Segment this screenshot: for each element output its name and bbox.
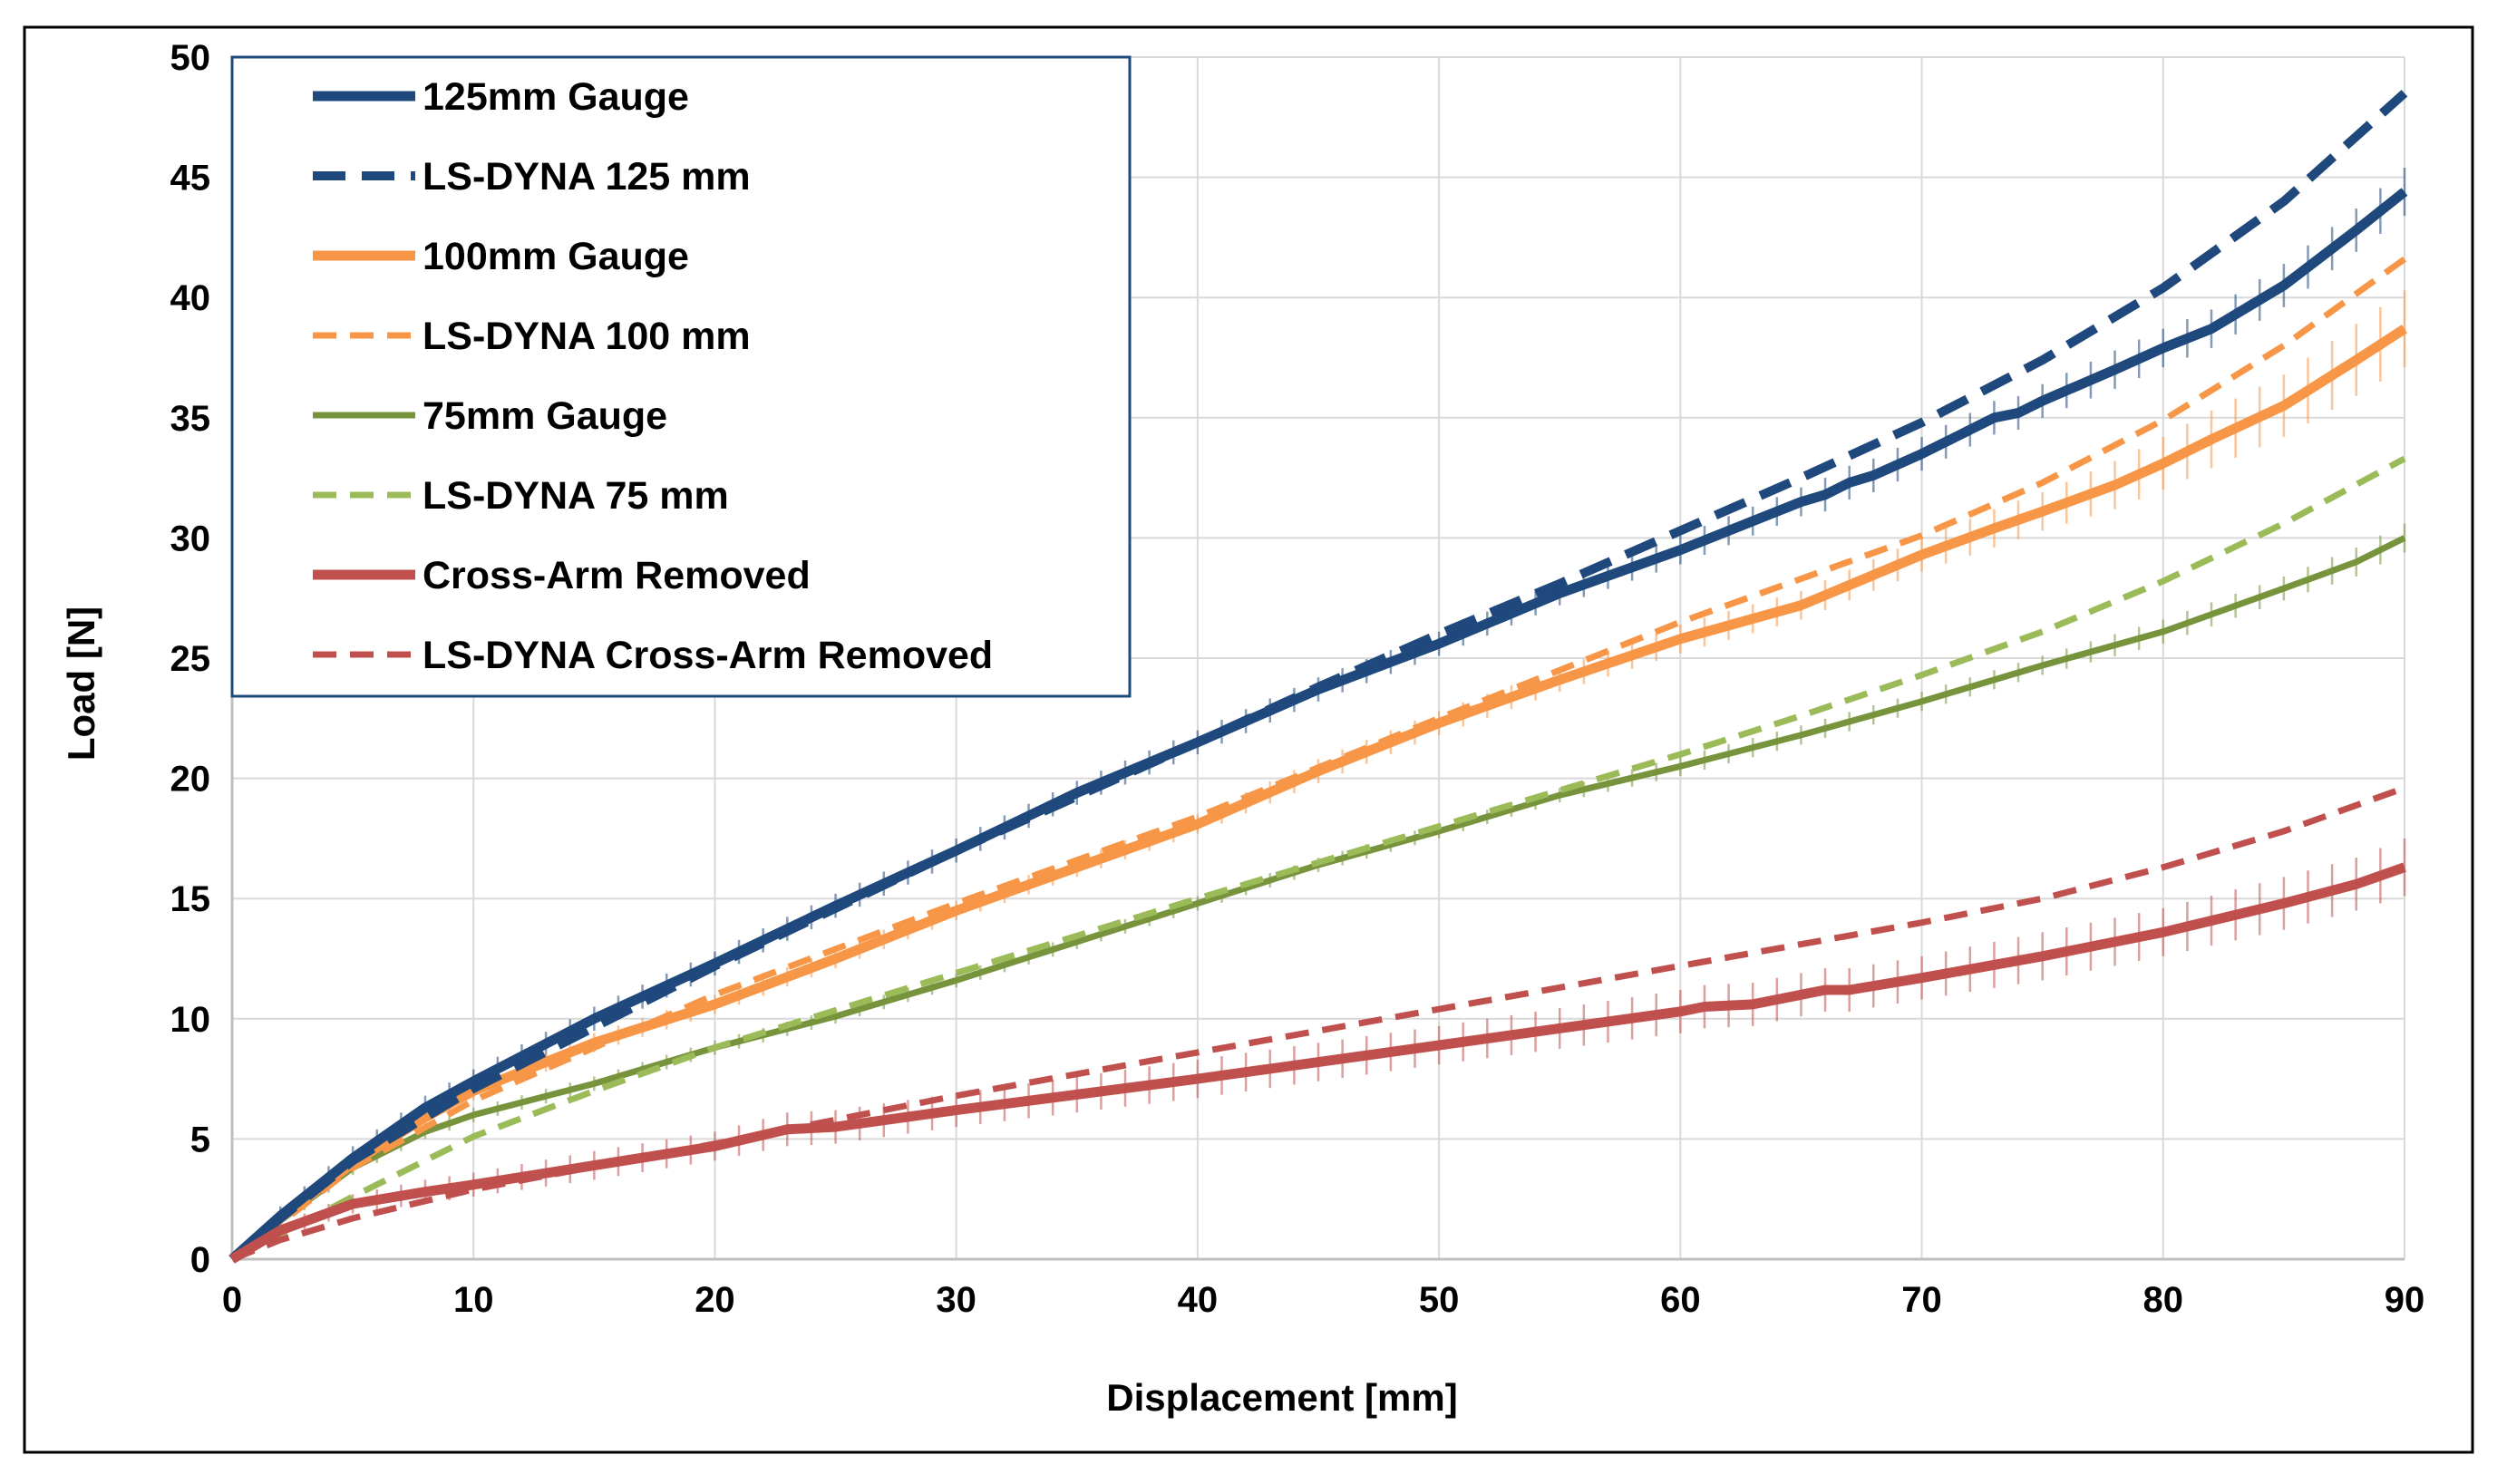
legend-label: LS-DYNA 125 mm [423,155,751,199]
x-axis-title: Displacement [mm] [1106,1376,1457,1419]
x-tick-label: 60 [1660,1280,1701,1320]
y-tick-label: 10 [170,1000,211,1040]
x-axis-ticks: 0 10 20 30 40 50 60 70 80 90 [222,1280,2424,1320]
y-axis-title: Load [N] [60,606,102,761]
series-line-6 [230,455,2406,1263]
x-tick-label: 40 [1178,1280,1219,1320]
y-tick-label: 15 [170,879,211,919]
series-line-2 [228,90,2408,1263]
legend-box [230,55,1132,698]
y-tick-label: 45 [170,159,211,199]
series-lines [228,90,2408,1264]
x-tick-label: 90 [2385,1280,2425,1320]
y-tick-label: 30 [170,519,211,558]
y-axis-ticks: 0 5 10 15 20 25 30 35 40 45 50 [170,38,211,1280]
y-tick-label: 35 [170,399,211,439]
y-tick-label: 25 [170,639,211,679]
y-tick-label: 0 [190,1240,210,1280]
y-tick-label: 40 [170,278,211,318]
y-tick-label: 50 [170,38,211,78]
series-line-5 [229,535,2406,1262]
y-tick-label: 5 [190,1120,210,1159]
legend-label: LS-DYNA 100 mm [423,315,751,358]
legend-label: LS-DYNA 75 mm [423,474,729,518]
legend-label: LS-DYNA Cross-Arm Removed [423,634,993,677]
y-tick-label: 20 [170,760,211,800]
x-tick-label: 0 [222,1280,242,1320]
x-tick-label: 20 [695,1280,735,1320]
series-line-7 [229,862,2406,1264]
x-tick-label: 50 [1419,1280,1460,1320]
legend-label: 100mm Gauge [423,235,689,278]
legend: 125mm Gauge LS-DYNA 125 mm 100mm Gauge LS-D… [230,55,1132,698]
x-tick-label: 10 [453,1280,494,1320]
legend-label: 125mm Gauge [423,75,689,119]
x-tick-label: 70 [1901,1280,1942,1320]
series-line-1 [228,188,2408,1264]
legend-label: Cross-Arm Removed [423,554,811,597]
series-line-4 [229,256,2407,1262]
x-tick-label: 30 [936,1280,976,1320]
x-tick-label: 80 [2143,1280,2184,1320]
legend-label: 75mm Gauge [423,394,667,438]
series-line-8 [230,784,2406,1263]
